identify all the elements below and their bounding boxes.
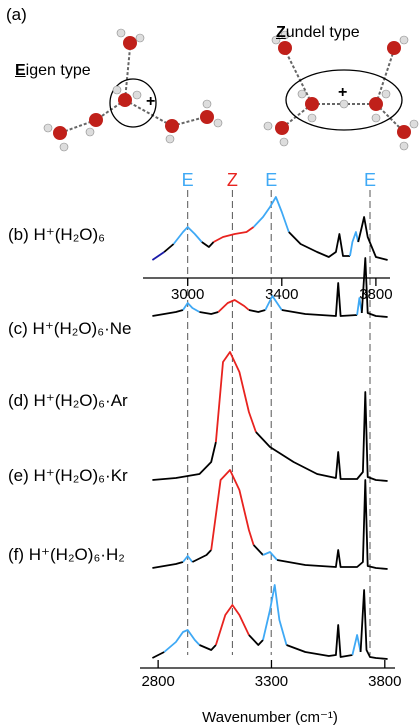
spectrum [262,551,278,561]
spectrum [199,644,217,651]
spectrum [217,299,250,313]
eigen-label: Eigen type [15,62,91,79]
spectrum [163,243,175,253]
spectrum [359,589,388,660]
spectrum [351,634,362,656]
spectrum [356,297,363,316]
spectrum [152,561,184,569]
spectrum [152,441,217,481]
zundel-molecule: + [263,30,419,151]
spectrum [151,251,165,261]
svg-text:+: + [338,84,347,101]
spectrum [191,549,212,563]
spectrum [286,624,353,658]
spectrum [201,241,215,248]
spectrum [248,634,264,646]
spectrum [349,231,360,257]
spectrum [252,196,290,233]
spectrum [152,309,184,317]
spectrum [264,295,283,311]
spectrum [360,257,388,318]
panel-label: (f) H⁺(H₂O)₆·H₂ [8,545,125,564]
spectrum [172,226,203,245]
annotation: Z [227,170,238,190]
panel-label: (b) H⁺(H₂O)₆ [8,225,105,244]
spectrum [215,604,250,646]
eigen-molecule: + [43,28,223,152]
spectrum [215,351,257,443]
panel-label: (e) H⁺(H₂O)₆·Kr [8,466,128,485]
spectrum [281,282,358,317]
spectrum [210,469,255,551]
spectrum [288,231,350,258]
x-tick-label: 3000 [171,286,204,303]
spectrum [182,555,194,563]
spectrum [151,651,165,659]
spectrum [182,302,200,313]
spectrum [213,226,255,243]
spectrum [252,544,264,556]
panel-label: (a) [6,5,27,24]
x-axis-title: Wavenumber (cm⁻¹) [202,709,338,726]
x-tick-label: 3800 [368,673,401,690]
spectrum [163,629,201,653]
panel-label: (d) H⁺(H₂O)₆·Ar [8,391,128,410]
panel-label: (c) H⁺(H₂O)₆·Ne [8,319,131,338]
x-tick-label: 3300 [255,673,288,690]
annotation: E [182,170,194,190]
annotation: E [364,170,376,190]
x-tick-label: 2800 [141,673,174,690]
spectrum [357,216,388,261]
spectrum [262,584,288,646]
spectrum [276,479,388,570]
svg-text:+: + [146,93,155,110]
spectrum [199,311,219,315]
annotation: E [265,170,277,190]
spectrum [255,391,388,482]
spectrum [248,309,266,313]
zundel-label: Zundel type [276,24,360,41]
